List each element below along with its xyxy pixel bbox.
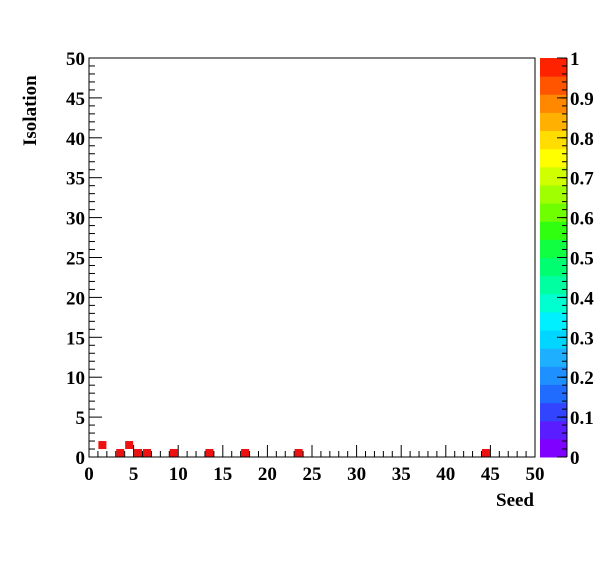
heatmap-cell-0 xyxy=(98,441,107,450)
x-tick-label: 40 xyxy=(436,464,455,485)
x-tick-label: 0 xyxy=(84,464,94,485)
palette-band xyxy=(540,58,567,77)
x-axis-label: Seed xyxy=(496,490,534,511)
x-axis-ticks: 0 5 10 15 20 25 30 35 40 45 50 xyxy=(84,445,545,485)
palette-band xyxy=(540,184,567,204)
x-tick-label: 50 xyxy=(526,464,545,485)
palette-band xyxy=(540,166,567,186)
palette-band xyxy=(540,311,567,331)
x-tick-label: 30 xyxy=(347,464,366,485)
heatmap-cell-5 xyxy=(169,449,178,458)
heatmap-cell-7 xyxy=(241,449,250,458)
palette-band xyxy=(540,130,567,150)
heatmap-cell-4 xyxy=(142,449,151,458)
y-tick-label: 50 xyxy=(66,49,85,70)
palette-band xyxy=(540,402,567,422)
y-tick-label: 45 xyxy=(66,89,85,110)
x-tick-label: 10 xyxy=(169,464,188,485)
palette-band xyxy=(540,384,567,404)
heatmap-cell-6 xyxy=(205,449,214,458)
palette-tick-label: 0.5 xyxy=(570,249,594,270)
y-tick-label: 25 xyxy=(66,249,85,270)
x-tick-label: 45 xyxy=(481,464,500,485)
palette-band xyxy=(540,257,567,277)
palette-band xyxy=(540,275,567,295)
y-axis-label: Isolation xyxy=(20,75,41,146)
x-tick-label: 20 xyxy=(258,464,277,485)
palette-tick-label: 0.4 xyxy=(570,288,594,309)
palette-band xyxy=(540,239,567,258)
heatmap-cell-3 xyxy=(134,449,143,458)
plot-frame xyxy=(88,57,536,458)
palette-band xyxy=(540,366,567,385)
palette-tick-label: 0.8 xyxy=(570,129,594,150)
palette-band xyxy=(540,203,567,222)
palette-band xyxy=(540,148,567,168)
palette-band xyxy=(540,112,567,132)
y-tick-label: 15 xyxy=(66,328,85,349)
heatmap-cell-2 xyxy=(125,441,134,450)
y-axis-ticks: 0 5 10 15 20 25 30 35 40 45 50 xyxy=(66,49,102,469)
heatmap-cell-9 xyxy=(481,449,490,458)
plot-border xyxy=(88,57,536,458)
palette-band xyxy=(540,348,567,367)
palette-band xyxy=(540,420,567,440)
palette-tick-label: 0.7 xyxy=(570,169,594,190)
y-tick-label: 20 xyxy=(66,288,85,309)
x-tick-label: 25 xyxy=(303,464,322,485)
palette-tick-label: 0.3 xyxy=(570,328,594,349)
palette-tick-label: 0.6 xyxy=(570,209,594,230)
y-tick-label: 40 xyxy=(66,129,85,150)
palette-tick-label: 0.1 xyxy=(570,408,594,429)
palette-band xyxy=(540,221,567,240)
palette-band xyxy=(540,438,567,458)
palette-tick-label: 0 xyxy=(570,448,580,469)
y-tick-label: 5 xyxy=(76,408,86,429)
heatmap-cell-1 xyxy=(116,449,125,458)
y-tick-label: 35 xyxy=(66,169,85,190)
heatmap-cell-8 xyxy=(294,449,303,458)
palette-tick-label: 0.9 xyxy=(570,89,594,110)
x-tick-label: 15 xyxy=(213,464,232,485)
heatmap-cells xyxy=(98,441,490,458)
color-palette: 0 0.1 0.2 0.3 0.4 0.5 0.6 0.7 0.8 0.9 1 xyxy=(540,49,594,469)
palette-tick-label: 0.2 xyxy=(570,368,594,389)
y-tick-label: 30 xyxy=(66,209,85,230)
x-tick-label: 5 xyxy=(129,464,139,485)
palette-band xyxy=(540,76,567,95)
x-tick-label: 35 xyxy=(392,464,411,485)
palette-tick-label: 1 xyxy=(570,49,580,70)
palette-band xyxy=(540,330,567,349)
y-tick-label: 10 xyxy=(66,368,85,389)
palette-band xyxy=(540,94,567,113)
y-tick-label: 0 xyxy=(76,448,86,469)
palette-band xyxy=(540,293,567,313)
